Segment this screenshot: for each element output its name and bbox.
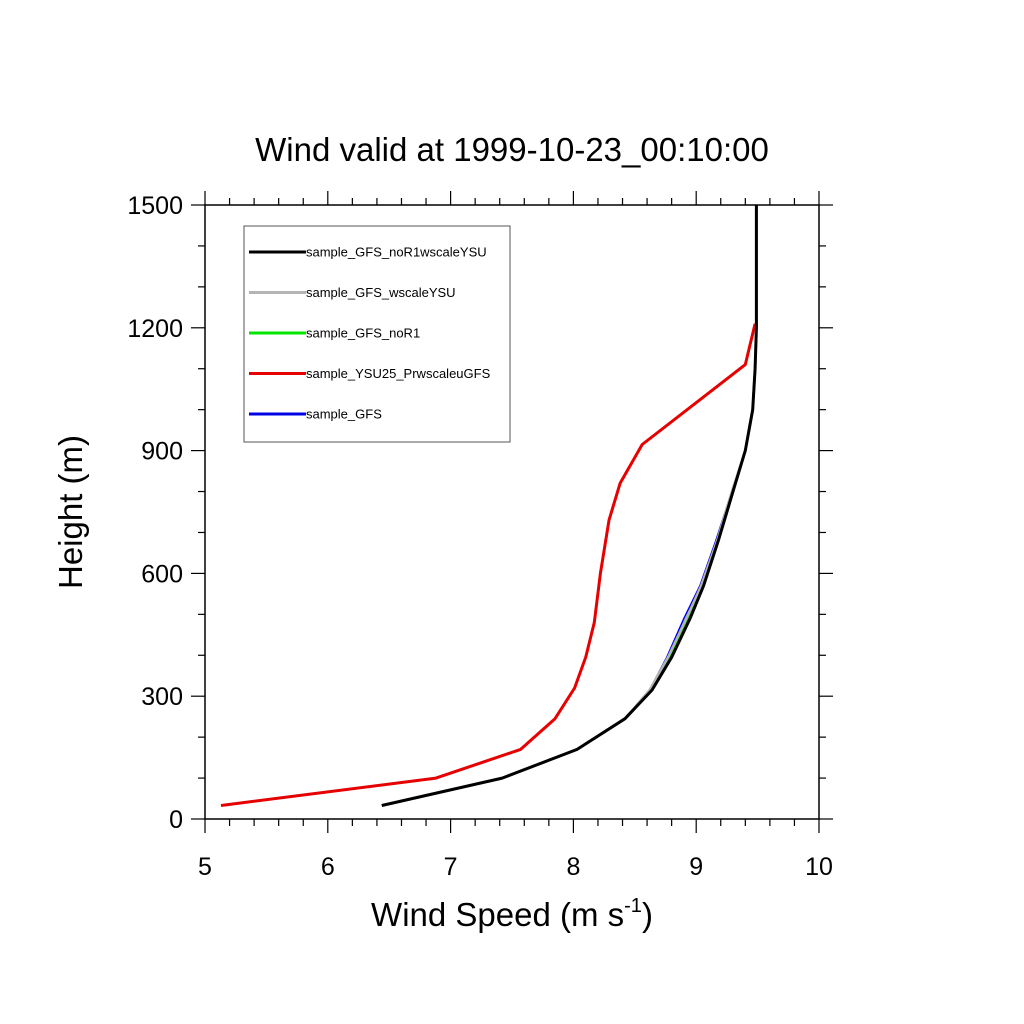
x-tick-label: 9	[689, 853, 703, 881]
series-line-sample_YSU25_PrwscaleuGFS	[220, 323, 757, 807]
x-tick-label: 10	[805, 853, 833, 881]
legend-entry-label: sample_GFS_wscaleYSU	[306, 285, 456, 300]
y-tick-label: 300	[141, 683, 183, 711]
legend-entry-label: sample_GFS_noR1	[306, 326, 420, 341]
x-tick-label: 7	[444, 853, 458, 881]
x-axis-label-superscript: -1	[624, 895, 642, 917]
legend-entry-label: sample_GFS_noR1wscaleYSU	[306, 245, 487, 260]
x-tick-label: 5	[198, 853, 212, 881]
y-tick-label: 600	[141, 560, 183, 588]
series-layer	[220, 205, 758, 807]
y-tick-label: 1500	[127, 192, 183, 220]
plot-frame	[204, 204, 820, 820]
series-line-sample_GFS_noR1wscaleYSU	[381, 205, 758, 807]
legend-entry-label: sample_YSU25_PrwscaleuGFS	[306, 366, 491, 381]
legend-items: sample_GFS_noR1wscaleYSU sample_GFS_wscal…	[249, 245, 491, 422]
x-tick-label: 8	[566, 853, 580, 881]
ticks-layer: 5 6 7 8 9 10 0 300 600 900 1200 1500	[127, 191, 833, 881]
legend: sample_GFS_noR1wscaleYSU sample_GFS_wscal…	[243, 225, 511, 443]
x-axis-label-suffix: )	[642, 896, 653, 933]
y-tick-label: 0	[169, 806, 183, 834]
y-axis-label: Height (m)	[52, 435, 89, 589]
legend-entry-label: sample_GFS	[306, 407, 382, 422]
chart-title: Wind valid at 1999-10-23_00:10:00	[255, 131, 769, 168]
x-tick-label: 6	[321, 853, 335, 881]
x-axis-label: Wind Speed (m s-1)	[371, 895, 653, 933]
y-tick-label: 900	[141, 438, 183, 466]
y-tick-label: 1200	[127, 315, 183, 343]
x-axis-label-main: Wind Speed (m s	[371, 896, 624, 933]
